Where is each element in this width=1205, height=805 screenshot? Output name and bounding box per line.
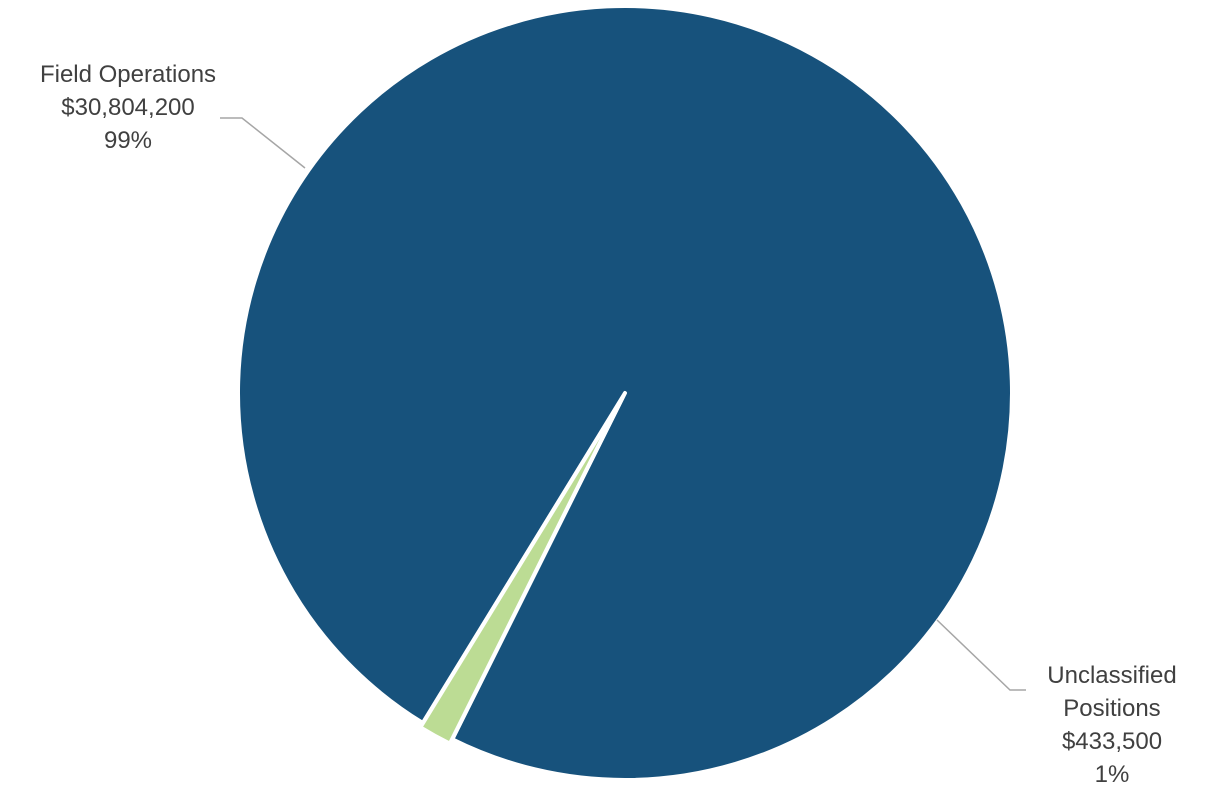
leader-line-2: [936, 619, 1026, 691]
leader-lines: [220, 117, 1026, 691]
pie-slice-2: [418, 395, 625, 746]
data-label-1-value: $30,804,200: [61, 94, 194, 121]
data-label-2-name-line-1: Unclassified: [1047, 662, 1176, 689]
data-label-1-name-line-1: Field Operations: [40, 61, 216, 88]
data-label-2-value: $433,500: [1062, 728, 1162, 755]
pie-slices: [236, 4, 1014, 782]
data-label-2-percent: 1%: [1095, 761, 1130, 788]
data-label-1: Field Operations $30,804,200 99%: [40, 61, 216, 154]
data-label-1-percent: 99%: [104, 127, 152, 154]
data-label-2: Unclassified Positions $433,500 1%: [1047, 662, 1176, 788]
data-labels: Field Operations $30,804,200 99% Unclassifi…: [40, 61, 1177, 788]
data-label-2-name-line-2: Positions: [1063, 695, 1160, 722]
pie-slice-1: [236, 4, 1014, 782]
leader-line-1: [220, 117, 306, 169]
